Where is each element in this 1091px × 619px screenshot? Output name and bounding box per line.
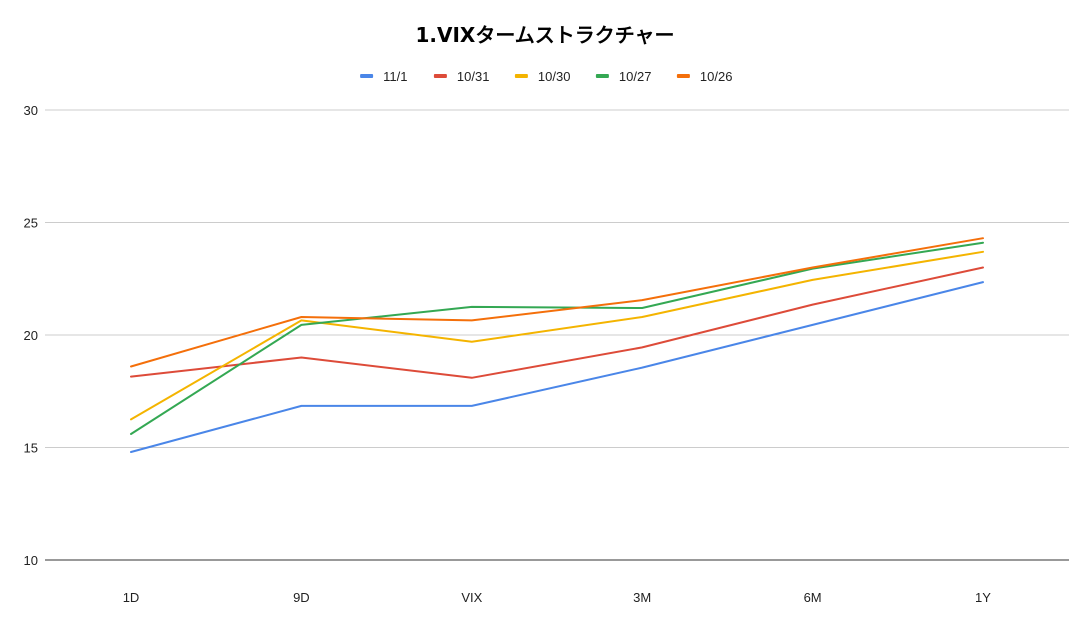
series-line [130,281,984,453]
series-line [130,237,984,368]
x-tick-label: 3M [633,590,651,605]
y-tick-label: 20 [24,328,38,343]
series-10-31 [130,266,984,379]
legend-swatch [676,74,690,78]
y-tick-label: 25 [24,216,38,231]
series-line [130,266,984,379]
chart-title: 1.VIXタームストラクチャー [415,23,674,47]
legend-item[interactable]: 10/30 [514,69,571,84]
legend-swatch [433,74,447,78]
series-11-1 [130,281,984,453]
legend-item[interactable]: 10/26 [676,69,733,84]
legend-swatch [360,74,374,78]
legend-item[interactable]: 11/1 [360,69,407,84]
y-axis: 10 15 20 25 30 [24,103,38,568]
x-tick-label: 1D [123,590,140,605]
y-tick-label: 30 [24,103,38,118]
legend-swatch [595,74,609,78]
legend-label: 10/31 [457,69,490,84]
y-tick-label: 10 [24,553,38,568]
x-tick-label: 6M [804,590,822,605]
series-line [130,250,984,421]
series-10-26 [130,237,984,368]
x-tick-label: 1Y [975,590,991,605]
legend-swatch [514,74,528,78]
legend-label: 10/26 [700,69,733,84]
legend-item[interactable]: 10/31 [433,69,490,84]
legend-label: 11/1 [383,69,407,84]
series-10-27 [130,241,984,435]
x-tick-label: VIX [461,590,482,605]
legend-label: 10/30 [538,69,571,84]
legend-label: 10/27 [619,69,652,84]
legend-item[interactable]: 10/27 [595,69,652,84]
chart-grid [45,109,1069,561]
series-10-30 [130,250,984,421]
chart-legend: 11/1 10/31 10/30 10/27 10/26 [360,69,732,84]
chart-series [130,237,984,453]
x-axis: 1D 9D VIX 3M 6M 1Y [123,590,992,605]
y-tick-label: 15 [24,441,38,456]
series-line [130,241,984,435]
x-tick-label: 9D [293,590,310,605]
